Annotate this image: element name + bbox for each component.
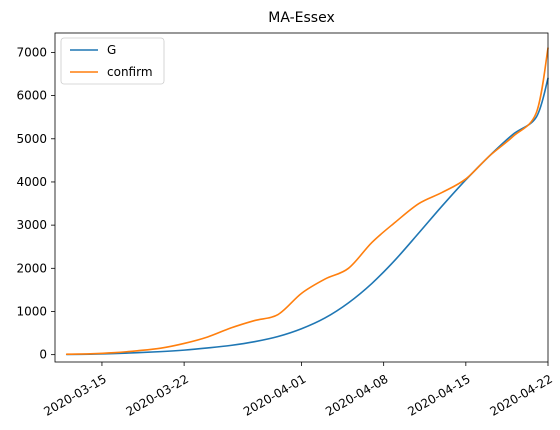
- y-tick-label-7: 7000: [16, 45, 47, 59]
- y-tick-label-0: 0: [39, 348, 47, 362]
- legend-label-G: G: [107, 43, 116, 57]
- y-tick-label-6: 6000: [16, 89, 47, 103]
- chart-title: MA-Essex: [268, 10, 335, 26]
- y-tick-label-5: 5000: [16, 132, 47, 146]
- y-tick-label-2: 2000: [16, 261, 47, 275]
- y-tick-label-4: 4000: [16, 175, 47, 189]
- y-tick-label-3: 3000: [16, 218, 47, 232]
- y-tick-label-1: 1000: [16, 304, 47, 318]
- series-line-confirm: [65, 47, 549, 356]
- legend-label-confirm: confirm: [107, 65, 153, 79]
- plot-layer: [65, 47, 549, 356]
